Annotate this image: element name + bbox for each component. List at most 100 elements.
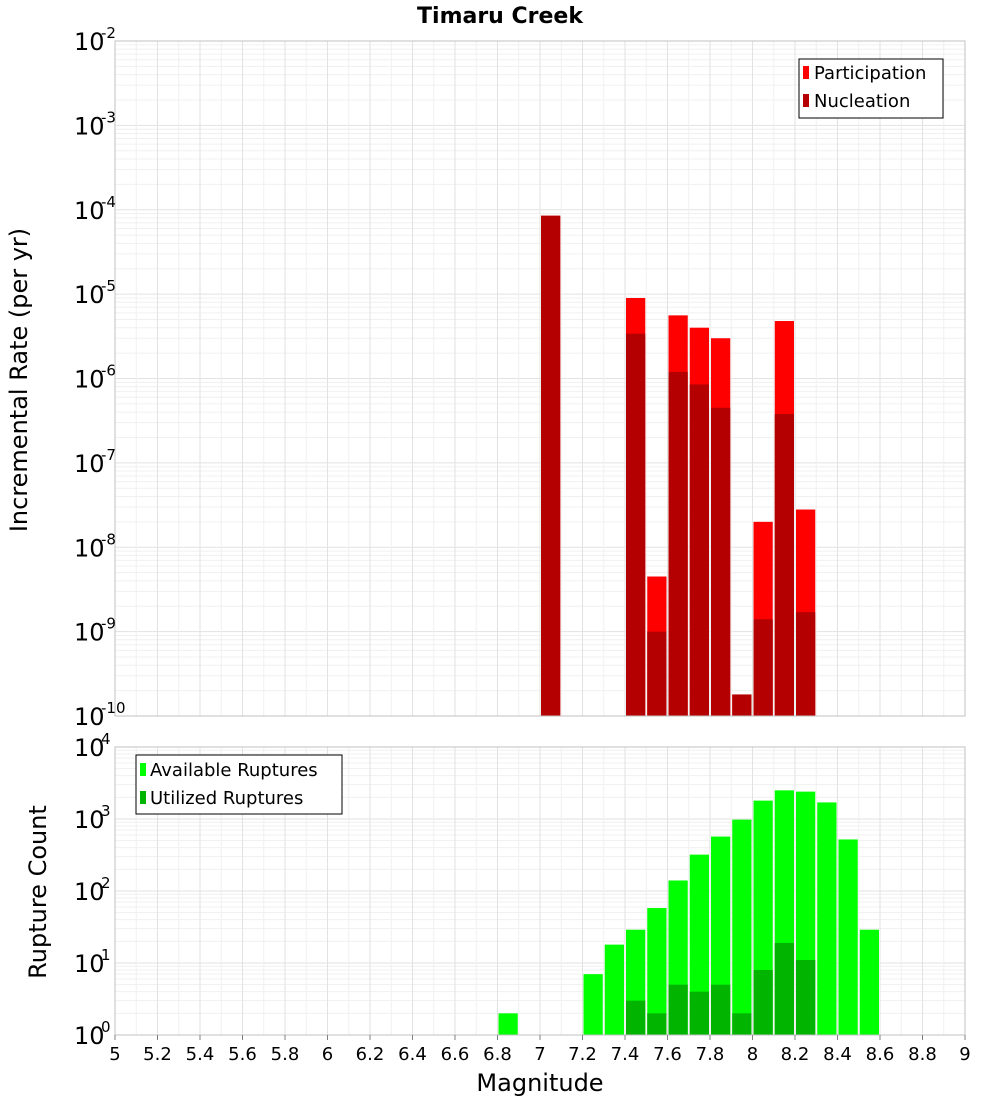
x-axis-label: Magnitude: [476, 1069, 603, 1097]
x-tick-label: 6.6: [441, 1044, 470, 1065]
y-tick-base: 10: [74, 950, 105, 978]
x-tick-label: 5: [109, 1044, 120, 1065]
bar-nucleation: [711, 407, 731, 716]
y-tick-label: 10-9: [74, 615, 116, 647]
bar-nucleation: [796, 612, 816, 716]
y-tick-exponent: -10: [101, 699, 126, 717]
bar-nucleation: [626, 333, 646, 716]
count-plot-legend: Available Ruptures Utilized Ruptures: [135, 754, 343, 815]
x-tick-label: 8.4: [823, 1044, 852, 1065]
bar-utilized-ruptures: [626, 1000, 646, 1035]
bar-available-ruptures: [689, 854, 709, 1035]
y-tick-label: 10-6: [74, 362, 116, 394]
x-tick-label: 6.2: [356, 1044, 385, 1065]
x-tick-label: 8.6: [866, 1044, 895, 1065]
x-tick-label: 6.8: [483, 1044, 512, 1065]
legend-box: [135, 754, 343, 815]
x-tick-label: 7.2: [568, 1044, 597, 1065]
bar-available-ruptures: [838, 839, 858, 1035]
legend-label-utilized: Utilized Ruptures: [150, 788, 303, 809]
x-tick-label: 8: [747, 1044, 758, 1065]
y-tick-base: 10: [74, 366, 105, 394]
x-tick-label: 9: [959, 1044, 970, 1065]
rate-plot-border: [114, 40, 966, 717]
legend-label-available: Available Ruptures: [150, 760, 318, 781]
y-tick-exponent: -2: [101, 24, 116, 42]
y-tick-label: 103: [74, 802, 111, 834]
y-tick-label: 101: [74, 946, 111, 978]
y-tick-exponent: -5: [101, 277, 116, 295]
bar-available-ruptures: [732, 819, 752, 1035]
y-tick-label: 104: [74, 730, 111, 762]
y-tick-base: 10: [74, 734, 105, 762]
bar-nucleation: [647, 631, 667, 716]
legend-swatch-nucleation: [803, 94, 809, 107]
y-tick-exponent: 1: [101, 946, 111, 964]
y-tick-label: 10-7: [74, 446, 116, 478]
bar-nucleation: [668, 371, 688, 716]
bar-nucleation: [541, 215, 561, 717]
bar-utilized-ruptures: [796, 960, 816, 1035]
bar-utilized-ruptures: [774, 942, 794, 1035]
bar-available-ruptures: [817, 802, 837, 1035]
y-tick-exponent: 3: [101, 802, 111, 820]
y-tick-base: 10: [74, 1022, 105, 1050]
y-tick-label: 10-4: [74, 193, 116, 225]
y-tick-exponent: 2: [101, 874, 111, 892]
y-tick-base: 10: [74, 703, 105, 731]
bar-utilized-ruptures: [732, 1013, 752, 1035]
x-tick-label: 5.8: [271, 1044, 300, 1065]
count-plot-bars: [498, 790, 879, 1035]
y-tick-base: 10: [74, 450, 105, 478]
y-tick-label: 10-5: [74, 277, 116, 309]
y-tick-label: 10-10: [74, 699, 126, 731]
x-tick-label: 6.4: [398, 1044, 427, 1065]
y-tick-label: 10-8: [74, 530, 116, 562]
chart-title: Timaru Creek: [417, 4, 584, 29]
y-tick-base: 10: [74, 28, 105, 56]
bar-utilized-ruptures: [647, 1013, 667, 1035]
y-tick-base: 10: [74, 534, 105, 562]
y-tick-base: 10: [74, 806, 105, 834]
x-tick-label: 7.4: [611, 1044, 640, 1065]
bar-utilized-ruptures: [668, 984, 688, 1035]
y-tick-exponent: -7: [101, 446, 116, 464]
rate-plot-bars: [541, 215, 816, 717]
rate-plot-legend: Participation Nucleation: [798, 58, 944, 119]
y-tick-base: 10: [74, 878, 105, 906]
y-tick-base: 10: [74, 619, 105, 647]
y-tick-base: 10: [74, 197, 105, 225]
x-tick-label: 7.6: [653, 1044, 682, 1065]
legend-swatch-utilized: [140, 791, 146, 804]
rate-plot-y-label: Incremental Rate (per yr): [5, 228, 33, 532]
bar-available-ruptures: [583, 974, 603, 1035]
y-tick-exponent: 0: [101, 1018, 111, 1036]
x-tick-label: 8.8: [908, 1044, 937, 1065]
bar-nucleation: [774, 413, 794, 716]
x-tick-label: 7.8: [696, 1044, 725, 1065]
legend-label-nucleation: Nucleation: [814, 91, 910, 112]
x-tick-label: 8.2: [781, 1044, 810, 1065]
y-tick-exponent: -8: [101, 530, 116, 548]
x-tick-label: 7: [534, 1044, 545, 1065]
bar-utilized-ruptures: [753, 969, 773, 1035]
bar-available-ruptures: [604, 944, 624, 1035]
y-tick-exponent: -6: [101, 362, 116, 380]
y-tick-label: 10-3: [74, 108, 116, 140]
x-tick-label: 5.2: [143, 1044, 172, 1065]
y-tick-exponent: -3: [101, 108, 116, 126]
x-tick-label: 5.6: [228, 1044, 257, 1065]
rate-plot-grid: [114, 41, 966, 716]
legend-swatch-participation: [803, 66, 809, 79]
bar-nucleation: [732, 694, 752, 716]
bar-utilized-ruptures: [689, 991, 709, 1035]
legend-box: [798, 58, 944, 119]
bar-available-ruptures: [498, 1013, 518, 1035]
legend-swatch-available: [140, 763, 146, 776]
y-tick-base: 10: [74, 281, 105, 309]
bar-utilized-ruptures: [711, 984, 731, 1035]
y-tick-exponent: -9: [101, 615, 116, 633]
